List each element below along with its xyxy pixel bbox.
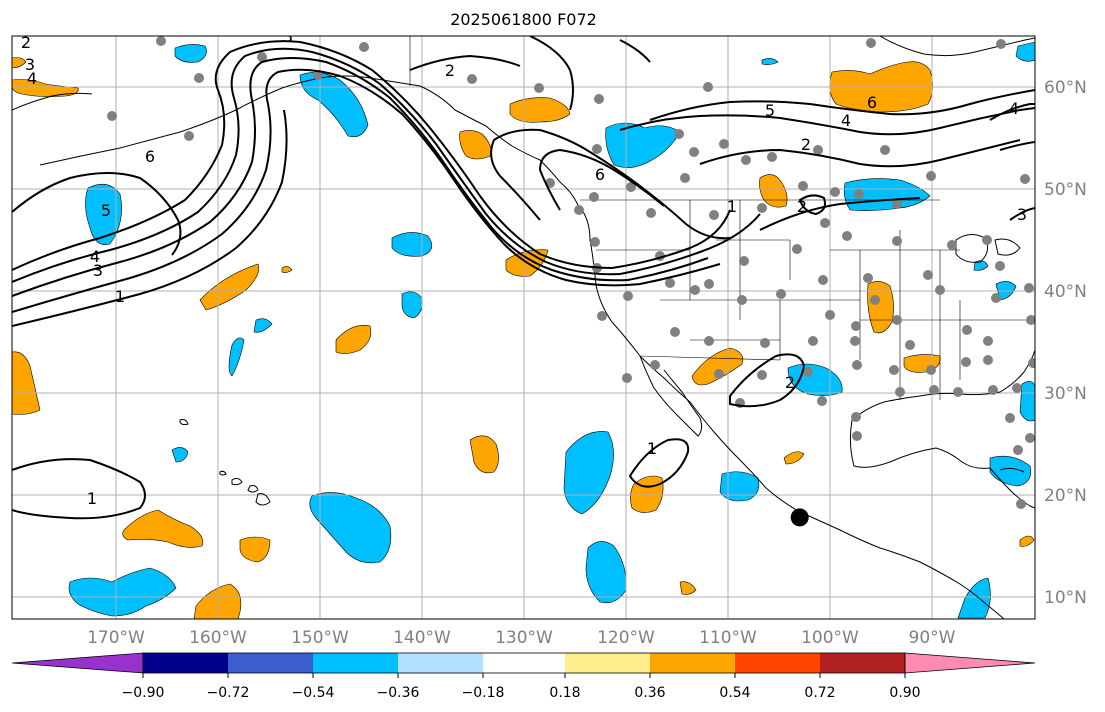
contour-label: 1: [87, 489, 97, 508]
location-marker: [790, 508, 809, 527]
contour-labels: 1 3 4 5 6 3 4 2 3 2 6 5 6 4 2 2 1 4 3 1 …: [21, 27, 1027, 508]
map-title: 2025061800 F072: [450, 10, 597, 29]
colorbar-extend-right: [904, 652, 1036, 674]
lat-tick: 10°N: [1044, 588, 1087, 608]
contour-label: 4: [841, 111, 851, 130]
contour-label: 6: [867, 93, 877, 112]
contour-label: 2: [785, 373, 795, 392]
lon-tick: 160°W: [189, 628, 247, 648]
graticule: [12, 36, 1035, 619]
lat-tick: 40°N: [1044, 282, 1087, 302]
lat-tick: 30°N: [1044, 384, 1087, 404]
colorbar-tick: 0.72: [804, 685, 835, 701]
contour-label: 6: [145, 147, 155, 166]
colorbar-tick: −0.90: [122, 685, 165, 701]
lon-tick: 90°W: [909, 628, 956, 648]
contour-label: 4: [1009, 99, 1019, 118]
colorbar-segment: [483, 653, 565, 673]
colorbar-segment: [398, 653, 483, 673]
contour-label: 5: [101, 201, 111, 220]
colorbar-tick: 0.54: [719, 685, 750, 701]
contour-lines: [12, 36, 1035, 520]
colorbar-tick: 0.90: [889, 685, 920, 701]
contour-label: 4: [90, 247, 100, 266]
contour-label: 3: [93, 261, 103, 280]
map-frame: [11, 35, 1036, 620]
lat-tick: 60°N: [1044, 78, 1087, 98]
contour-label: 4: [27, 69, 37, 88]
colorbar-tick: 0.18: [549, 685, 580, 701]
contour-label: 2: [797, 197, 807, 216]
colorbar-tick: −0.72: [207, 685, 250, 701]
contour-label: 3: [25, 55, 35, 74]
contour-label: 1: [647, 439, 657, 458]
colorbar-tick: 0.36: [634, 685, 665, 701]
colorbar-segment: [228, 653, 313, 673]
contour-label: 3: [283, 27, 293, 46]
station-dots: [107, 36, 1035, 509]
latitude-labels: 60°N 50°N 40°N 30°N 20°N 10°N: [1044, 78, 1087, 608]
colorbar-segment: [143, 653, 228, 673]
colorbar-segment: [820, 653, 905, 673]
lat-tick: 20°N: [1044, 486, 1087, 506]
contour-label: 6: [595, 165, 605, 184]
colorbar-tick: −0.36: [377, 685, 420, 701]
longitude-labels: 170°W 160°W 150°W 140°W 130°W 120°W 110°…: [87, 628, 956, 648]
contour-label: 5: [765, 101, 775, 120]
lon-tick: 170°W: [87, 628, 145, 648]
lon-tick: 140°W: [393, 628, 451, 648]
colorbar: −0.90 −0.72 −0.54 −0.36 −0.18 0.18 0.36 …: [11, 652, 1036, 701]
lon-tick: 150°W: [291, 628, 349, 648]
colorbar-segment: [313, 653, 398, 673]
contour-label: 2: [801, 135, 811, 154]
lon-tick: 120°W: [597, 628, 655, 648]
colorbar-tick: −0.18: [462, 685, 505, 701]
lon-tick: 100°W: [801, 628, 859, 648]
contour-label: 2: [445, 61, 455, 80]
contour-label: 2: [21, 33, 31, 52]
colorbar-segment: [735, 653, 820, 673]
contour-label: 3: [1017, 205, 1027, 224]
lon-tick: 130°W: [495, 628, 553, 648]
lat-tick: 50°N: [1044, 180, 1087, 200]
colorbar-segment: [650, 653, 735, 673]
contour-label: 1: [727, 197, 737, 216]
colorbar-tick: −0.54: [292, 685, 335, 701]
lon-tick: 110°W: [699, 628, 757, 648]
colorbar-extend-left: [11, 652, 144, 674]
contour-label: 1: [115, 287, 125, 306]
colorbar-segment: [565, 653, 650, 673]
